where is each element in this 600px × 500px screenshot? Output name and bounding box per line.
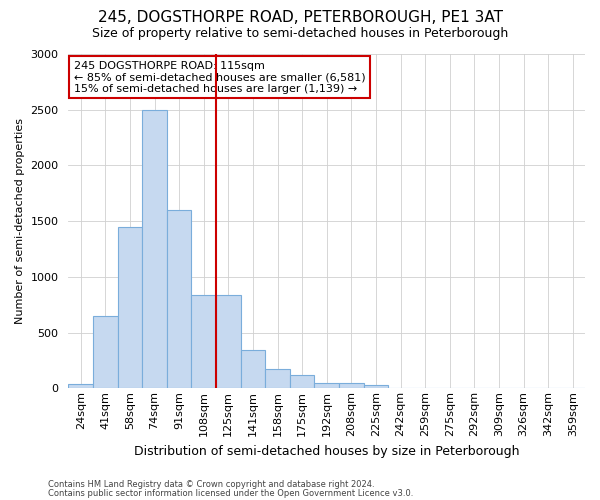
- Bar: [339, 382, 364, 388]
- Bar: [118, 226, 142, 388]
- Bar: [93, 316, 118, 388]
- Bar: [241, 350, 265, 389]
- Text: 245 DOGSTHORPE ROAD: 115sqm
← 85% of semi-detached houses are smaller (6,581)
15: 245 DOGSTHORPE ROAD: 115sqm ← 85% of sem…: [74, 60, 365, 94]
- Bar: [216, 294, 241, 388]
- Text: Contains public sector information licensed under the Open Government Licence v3: Contains public sector information licen…: [48, 488, 413, 498]
- Bar: [364, 385, 388, 388]
- Bar: [290, 376, 314, 388]
- Text: Contains HM Land Registry data © Crown copyright and database right 2024.: Contains HM Land Registry data © Crown c…: [48, 480, 374, 489]
- Bar: [265, 370, 290, 388]
- Bar: [68, 384, 93, 388]
- Text: Size of property relative to semi-detached houses in Peterborough: Size of property relative to semi-detach…: [92, 28, 508, 40]
- Text: 245, DOGSTHORPE ROAD, PETERBOROUGH, PE1 3AT: 245, DOGSTHORPE ROAD, PETERBOROUGH, PE1 …: [97, 10, 503, 25]
- Bar: [142, 110, 167, 388]
- Bar: [167, 210, 191, 388]
- X-axis label: Distribution of semi-detached houses by size in Peterborough: Distribution of semi-detached houses by …: [134, 444, 520, 458]
- Y-axis label: Number of semi-detached properties: Number of semi-detached properties: [15, 118, 25, 324]
- Bar: [191, 294, 216, 388]
- Bar: [314, 382, 339, 388]
